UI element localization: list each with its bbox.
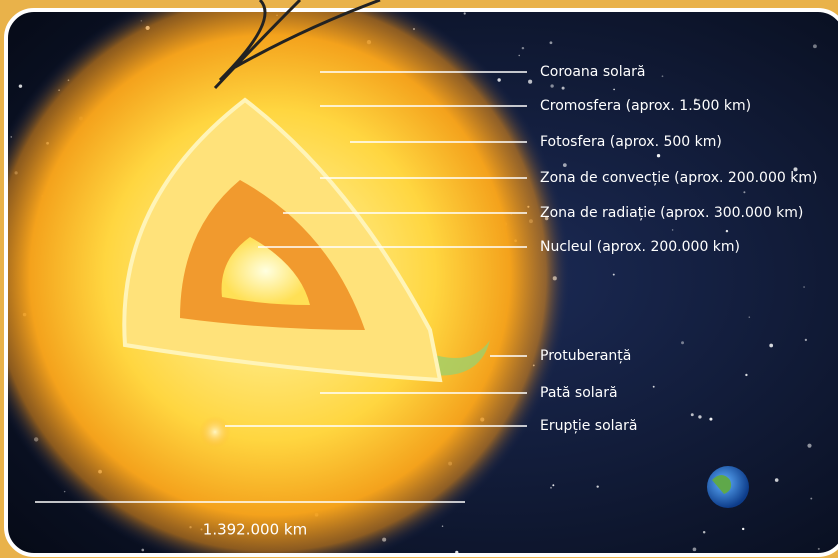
page: Coroana solară Cromosfera (aprox. 1.500 k… (0, 0, 838, 558)
star (691, 413, 694, 416)
star (813, 44, 817, 48)
star (709, 418, 712, 421)
flare (199, 416, 231, 448)
star (805, 339, 807, 341)
layer-label: Zona de radiație (aprox. 300.000 km) (540, 205, 803, 221)
star (657, 154, 660, 157)
star (820, 2, 822, 4)
star (613, 274, 615, 276)
star (613, 89, 615, 91)
star (662, 75, 664, 77)
star (552, 484, 554, 486)
diagram: Coroana solară Cromosfera (aprox. 1.500 k… (0, 0, 838, 558)
star (442, 526, 443, 527)
star (563, 163, 567, 167)
layer-label: Cromosfera (aprox. 1.500 km) (540, 98, 751, 114)
layer-label: Fotosfera (aprox. 500 km) (540, 134, 722, 150)
layer-label: Coroana solară (540, 64, 646, 80)
star (681, 341, 684, 344)
star (795, 0, 797, 2)
star (550, 41, 553, 44)
star (807, 444, 811, 448)
star (548, 4, 549, 5)
layer-label: Nucleul (aprox. 200.000 km) (540, 239, 740, 255)
star (769, 344, 773, 348)
star (745, 374, 747, 376)
star (810, 498, 812, 500)
layer-label: Erupție solară (540, 418, 637, 434)
star (698, 415, 701, 418)
star (560, 1, 562, 3)
star (703, 531, 705, 533)
star (464, 12, 466, 14)
layer-label: Zona de convecție (aprox. 200.000 km) (540, 170, 817, 186)
star (141, 549, 144, 552)
star (562, 87, 565, 90)
star (19, 84, 22, 87)
star (775, 478, 779, 482)
star (693, 548, 697, 552)
star (749, 316, 750, 317)
star (743, 191, 745, 193)
star (528, 80, 532, 84)
star (653, 386, 655, 388)
frame (0, 0, 838, 558)
star (550, 84, 553, 87)
star (742, 528, 744, 530)
star (0, 271, 1, 274)
star (597, 485, 599, 487)
star (138, 0, 142, 4)
star (518, 55, 519, 56)
star (818, 548, 820, 550)
layer-label: Protuberanță (540, 348, 631, 364)
scale-label: 1.392.000 km (203, 521, 307, 539)
star (803, 286, 804, 287)
star (522, 47, 524, 49)
star (672, 229, 673, 230)
star (2, 544, 5, 547)
star (726, 230, 728, 232)
star (550, 487, 552, 489)
layer-label: Pată solară (540, 385, 618, 401)
